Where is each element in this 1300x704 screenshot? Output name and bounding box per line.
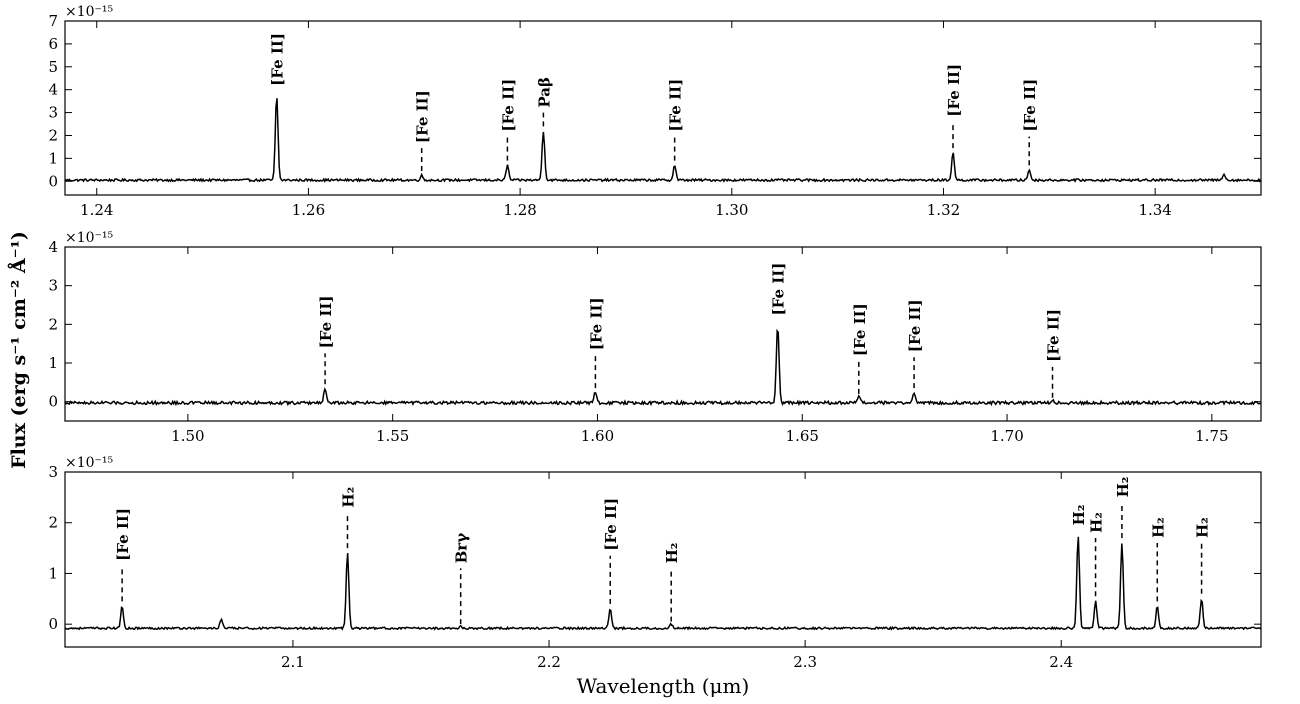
y-tick-label-1-5: 4 xyxy=(48,81,58,99)
line-label-1-3: [Fe II] xyxy=(499,79,517,132)
axes-frame-1 xyxy=(64,20,1262,196)
axes-frame-2 xyxy=(64,246,1262,422)
line-label-1-2: [Fe II] xyxy=(414,90,432,143)
x-tick-label-3-4: 2.4 xyxy=(1049,653,1073,671)
y-tick-label-2-2: 1 xyxy=(48,354,58,372)
x-tick-label-1-2: 1.26 xyxy=(292,201,325,219)
multiplier-label-3: ×10⁻¹⁵ xyxy=(65,455,114,471)
line-label-1-7: [Fe II] xyxy=(1021,79,1039,132)
line-label-2-1: [Fe II] xyxy=(317,296,335,349)
x-tick-label-2-4: 1.65 xyxy=(786,427,819,445)
x-tick-label-3-1: 2.1 xyxy=(281,653,305,671)
line-label-3-8: H₂ xyxy=(1114,477,1132,498)
line-label-2-4: [Fe II] xyxy=(851,303,869,356)
x-tick-label-2-1: 1.50 xyxy=(171,427,204,445)
y-tick-label-3-4: 3 xyxy=(48,463,58,481)
multiplier-label-2: ×10⁻¹⁵ xyxy=(65,230,114,246)
y-tick-label-1-7: 6 xyxy=(48,35,58,53)
x-tick-label-1-1: 1.24 xyxy=(80,201,113,219)
spectrum-line-3 xyxy=(64,536,1262,631)
y-tick-label-1-2: 1 xyxy=(48,149,58,167)
line-label-3-4: [Fe II] xyxy=(602,498,620,551)
line-label-3-3: Brγ xyxy=(453,533,471,564)
y-tick-label-1-1: 0 xyxy=(48,172,58,190)
axes-frame-3 xyxy=(64,471,1262,648)
y-tick-label-2-3: 2 xyxy=(48,315,58,333)
x-tick-label-2-6: 1.75 xyxy=(1195,427,1228,445)
y-tick-label-1-6: 5 xyxy=(48,58,58,76)
line-label-3-9: H₂ xyxy=(1149,517,1167,538)
panel-2: [Fe II] [Fe II] [Fe II] [Fe II] [Fe II] [Fe I… xyxy=(48,230,1262,445)
x-tick-label-3-3: 2.3 xyxy=(793,653,817,671)
multiplier-label-1: ×10⁻¹⁵ xyxy=(65,4,114,20)
line-label-3-5: H₂ xyxy=(663,543,681,564)
y-tick-label-3-1: 0 xyxy=(48,615,58,633)
line-label-2-2: [Fe II] xyxy=(587,297,605,350)
x-tick-label-1-3: 1.28 xyxy=(503,201,536,219)
spectrum-line-1 xyxy=(64,98,1262,183)
x-tick-label-1-6: 1.34 xyxy=(1138,201,1171,219)
y-tick-label-1-4: 3 xyxy=(48,104,58,122)
figure-xlabel: Wavelength (μm) xyxy=(577,674,750,698)
x-tick-label-1-5: 1.32 xyxy=(927,201,960,219)
x-tick-label-1-4: 1.30 xyxy=(715,201,748,219)
x-tick-label-2-2: 1.55 xyxy=(376,427,409,445)
y-tick-label-3-3: 2 xyxy=(48,514,58,532)
x-tick-label-3-2: 2.2 xyxy=(537,653,561,671)
y-tick-label-2-5: 4 xyxy=(48,238,58,256)
line-label-2-6: [Fe II] xyxy=(1045,309,1063,362)
x-tick-label-2-5: 1.70 xyxy=(990,427,1023,445)
y-tick-label-1-3: 2 xyxy=(48,126,58,144)
y-tick-label-2-1: 0 xyxy=(48,393,58,411)
line-label-1-1: [Fe II] xyxy=(269,33,287,86)
line-label-3-1: [Fe II] xyxy=(114,508,132,561)
line-label-2-3: [Fe II] xyxy=(770,263,788,316)
y-tick-label-1-8: 7 xyxy=(48,12,58,30)
y-tick-label-3-2: 1 xyxy=(48,564,58,582)
line-label-3-10: H₂ xyxy=(1194,517,1212,538)
figure-ylabel: Flux (erg s⁻¹ cm⁻² Å⁻¹) xyxy=(7,231,30,469)
line-label-1-5: [Fe II] xyxy=(667,79,685,132)
panel-1: [Fe II] [Fe II] [Fe II] Paβ [Fe II] [Fe II] [F… xyxy=(48,4,1262,219)
y-tick-label-2-4: 3 xyxy=(48,277,58,295)
x-tick-label-2-3: 1.60 xyxy=(581,427,614,445)
line-label-3-6: H₂ xyxy=(1070,505,1088,526)
line-label-3-2: H₂ xyxy=(339,487,357,508)
line-label-3-7: H₂ xyxy=(1088,512,1106,533)
line-label-1-6: [Fe II] xyxy=(945,64,963,117)
line-label-1-4: Paβ xyxy=(535,77,553,108)
line-label-2-5: [Fe II] xyxy=(906,299,924,352)
spectrum-line-2 xyxy=(64,328,1262,407)
